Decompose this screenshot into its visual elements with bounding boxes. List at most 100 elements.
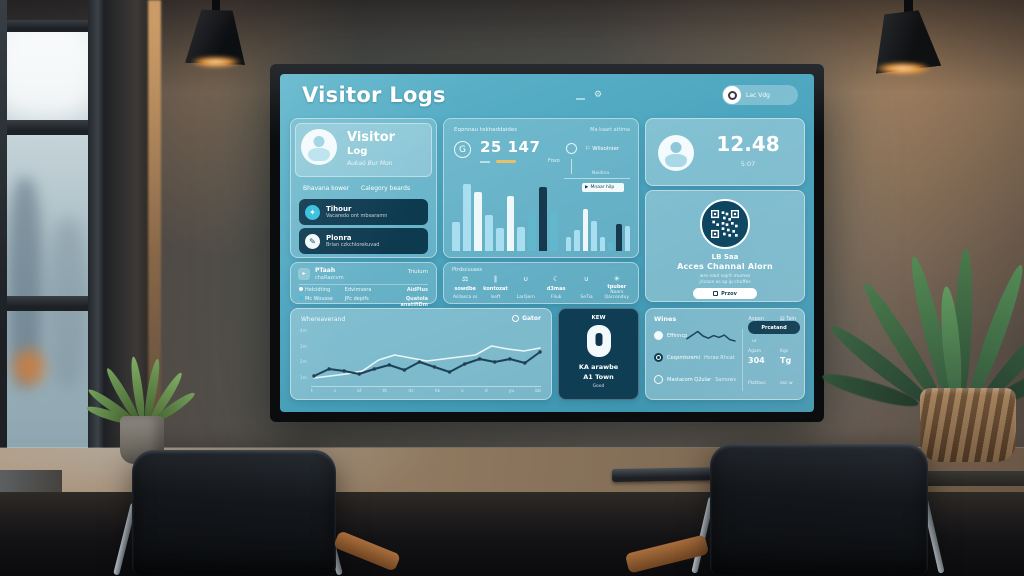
visitor-row-2[interactable]: ✎ Plonra Brian czkchlorekuvad: [299, 228, 428, 254]
overview-link-1[interactable]: Aspen: [748, 316, 764, 322]
bar-group-2: [566, 197, 630, 251]
strip-item[interactable]: ⚖ sowdbe Asllasca ss: [450, 275, 480, 300]
ring-icon: [727, 90, 737, 100]
bar: [591, 220, 597, 251]
pencil-icon: ✎: [305, 233, 320, 249]
qr-line2: Acces Channal Alorn: [677, 262, 773, 271]
door-line2: A1 Town: [583, 373, 614, 381]
axis-label: Neidina: [592, 171, 610, 176]
play-icon: ▶: [585, 185, 589, 190]
chair-back: [132, 450, 336, 576]
x-tick: yu: [508, 389, 515, 394]
legend-extra: Samows: [715, 376, 736, 383]
rule-line: [564, 178, 630, 179]
door-badge-icon: [586, 325, 611, 357]
x-tick: d: [484, 389, 488, 394]
visitor-avatar: [301, 129, 337, 165]
flag-icon: ⚐ Wilsolnier: [585, 145, 620, 152]
qr-code-icon: [711, 210, 739, 238]
lamp-glow: [874, 62, 932, 75]
window-glare: [0, 28, 96, 118]
section-divider: [742, 329, 743, 391]
trend-title: Whereaverand: [301, 316, 346, 323]
profile-pill[interactable]: Lac Vdg: [722, 85, 798, 105]
strip-label: Fliuk: [550, 295, 562, 300]
traffic-card: Eqonnau tekhaddaides G 25 147 Fovo Ma ka…: [443, 118, 639, 258]
door-line3: Good: [592, 384, 605, 389]
strip-item[interactable]: ✳ tpuber Noars Qarconduy: [602, 275, 632, 300]
target-icon: [512, 315, 520, 322]
x-tick: ds: [408, 389, 414, 394]
strip-item[interactable]: ∪ SeTia: [571, 275, 601, 300]
bar: [462, 184, 471, 251]
qr-small1: wre rokd sajrit mumse: [699, 274, 751, 279]
strip-label: LarQern: [516, 295, 535, 300]
door-slot: [595, 333, 602, 346]
x-tick: t: [311, 389, 313, 394]
stat2-label: Kgs: [780, 349, 789, 354]
strip-item[interactable]: ∪ LarQern: [511, 275, 541, 300]
profile-label: Lac Vdg: [746, 91, 770, 99]
avatar-body: [665, 154, 687, 167]
bar: [452, 222, 460, 251]
qr-action-button[interactable]: Przov: [693, 288, 757, 299]
page-title: Visitor Logs: [302, 83, 446, 107]
strip-items: ⚖ sowdbe Asllasca ss ∥ kontozat Iseft ∪ …: [450, 275, 632, 300]
visitor-title: Visitor: [347, 130, 396, 145]
bar: [550, 211, 559, 251]
x-axis-line: [311, 386, 541, 387]
window-frame-left: [0, 0, 7, 472]
mini-badge[interactable]: ▶ Mnaar hilp: [582, 183, 624, 192]
cell: Edvimvera: [344, 287, 372, 293]
strip-item[interactable]: ☾ d3mas Fliuk: [541, 275, 571, 300]
bar: [484, 214, 493, 251]
gear-icon[interactable]: ⚙: [594, 90, 603, 100]
y-tick: 4m: [299, 329, 307, 334]
chair-back: [710, 444, 928, 576]
strip-item[interactable]: ∥ kontozat Iseft: [480, 275, 510, 300]
cell: Helcidting: [305, 287, 331, 293]
dot-icon: [654, 375, 663, 384]
magnet-icon: ∪: [583, 275, 590, 283]
avatar-head: [313, 136, 325, 147]
visitor-row-1[interactable]: ✦ Tihour Vacaredo ont mbsaramn: [299, 199, 428, 225]
profile-avatar: [723, 86, 741, 104]
tick-mark: [480, 161, 490, 163]
stat2-value: Tg: [780, 356, 792, 365]
overview-link-2[interactable]: ▤ Taln: [779, 316, 796, 322]
bar-group-1: [452, 175, 559, 251]
trend-legend[interactable]: Gator: [512, 315, 541, 322]
trend-card: Whereaverand Gator 4m 3m 2m 1m t c kf: [290, 308, 552, 400]
city-light: [14, 350, 44, 384]
cell: JPc depifs: [344, 296, 369, 302]
dashboard-screen: Visitor Logs ⚙ Lac Vdg Visitor Log Aukaó…: [280, 74, 814, 412]
legend-extra: Hsrae Rhcat: [704, 354, 735, 361]
meta-right-label[interactable]: Triulum: [407, 269, 428, 275]
lamp-cord: [212, 0, 220, 12]
strip-label: SeTia: [580, 295, 593, 300]
door-kpi-card: KEW KA arawbe A1 Town Good: [558, 308, 639, 400]
bar: [607, 242, 614, 251]
qr-card: LB Saa Acces Channal Alorn wre rokd sajr…: [645, 190, 805, 302]
legend-label: Gator: [522, 315, 541, 322]
scan-icon: [713, 291, 719, 296]
tab-2[interactable]: Calegory beards: [361, 185, 411, 192]
bullet-icon: [299, 287, 303, 291]
strip-value: sowdbe: [454, 286, 476, 292]
door-line1: KA arawbe: [578, 363, 619, 371]
legend-label: Effinncp: [667, 332, 688, 339]
overview-action-button[interactable]: Prcatand: [748, 321, 800, 334]
strip-title: Ptrdscuuass: [452, 267, 483, 273]
qr-small2: jricace as sp ip chuffes: [699, 280, 751, 285]
x-tick: bb: [535, 389, 541, 394]
asterisk-icon: ✳: [613, 275, 620, 283]
qr-line1: LB Saa: [711, 253, 739, 261]
row-label: Plonra: [326, 234, 352, 242]
right-section-title: Ma kaart attima: [590, 127, 630, 133]
gold-underline: [496, 160, 516, 163]
time-value: 12.48: [716, 132, 780, 156]
legend-row-3: Mastacom Q2ular Samows: [654, 375, 736, 384]
tab-1[interactable]: Bhavana kower: [303, 185, 350, 192]
stat1-label: Agam: [748, 349, 762, 354]
